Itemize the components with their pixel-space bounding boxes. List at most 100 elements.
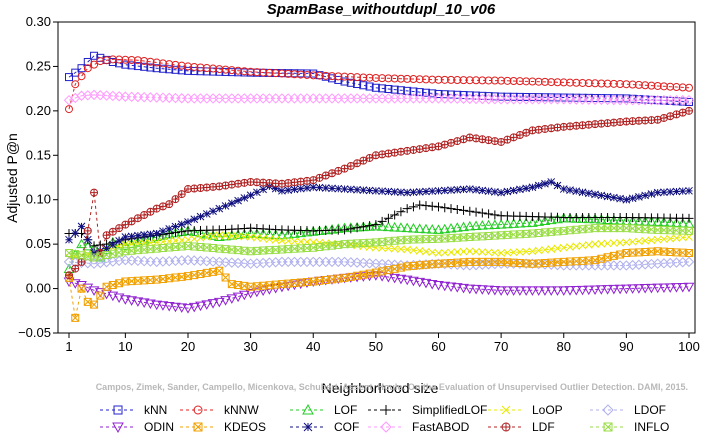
data-point: [584, 241, 593, 249]
data-point: [284, 69, 293, 78]
data-point: [647, 81, 656, 90]
data-point: [309, 71, 318, 80]
data-point: [384, 74, 393, 83]
series-line: [68, 259, 690, 267]
data-point: [422, 247, 430, 256]
data-point: [566, 78, 575, 87]
data-point: [409, 87, 418, 96]
data-point: [577, 285, 588, 296]
data-point: [514, 286, 526, 296]
data-point: [422, 187, 430, 196]
data-point: [334, 75, 343, 84]
data-point: [146, 63, 155, 72]
data-point: [459, 91, 468, 100]
y-tick-label: 0.15: [26, 147, 51, 162]
data-point: [108, 240, 117, 249]
data-point: [451, 283, 463, 293]
data-point: [202, 64, 211, 73]
legend-label: LDF: [532, 420, 555, 434]
data-point: [534, 181, 543, 190]
data-point: [628, 237, 637, 246]
data-point: [140, 56, 149, 65]
data-point: [408, 202, 418, 212]
data-point: [428, 89, 437, 98]
data-point: [133, 62, 142, 71]
data-point: [472, 76, 481, 85]
data-point: [71, 68, 80, 77]
data-point: [183, 62, 192, 71]
data-point: [390, 244, 399, 253]
data-point: [188, 226, 200, 237]
data-point: [195, 301, 206, 312]
data-point: [152, 64, 161, 73]
legend-item: LoOP: [488, 403, 563, 417]
data-point: [127, 239, 136, 248]
data-point: [516, 185, 524, 194]
data-point: [503, 92, 512, 101]
data-point: [334, 72, 343, 81]
data-point: [459, 76, 468, 85]
data-point: [240, 232, 249, 241]
data-point: [115, 237, 123, 245]
data-point: [183, 66, 192, 75]
data-point: [102, 231, 111, 240]
plot-area: [63, 51, 695, 322]
data-point: [652, 283, 664, 294]
data-point: [490, 76, 499, 85]
data-point: [77, 222, 86, 231]
data-point: [639, 216, 651, 226]
data-point: [671, 283, 682, 293]
data-point: [685, 106, 694, 115]
data-point: [502, 286, 513, 296]
data-point: [428, 187, 437, 196]
data-point: [127, 232, 136, 241]
data-point: [552, 286, 563, 296]
data-point: [584, 189, 593, 198]
data-point: [152, 58, 161, 67]
data-point: [603, 192, 612, 201]
data-point: [685, 249, 693, 258]
data-point: [71, 264, 80, 273]
data-point: [572, 242, 581, 251]
legend-label: LoOP: [532, 403, 563, 417]
data-point: [515, 77, 524, 86]
data-point: [660, 188, 668, 197]
data-point: [627, 284, 638, 294]
data-point: [296, 237, 305, 246]
data-point: [602, 285, 613, 295]
data-point: [303, 184, 311, 192]
data-point: [420, 278, 432, 289]
data-point: [428, 75, 437, 84]
legend-marker: [302, 403, 314, 415]
data-point: [113, 293, 125, 303]
data-point: [296, 184, 305, 193]
legend-label: KDEOS: [224, 420, 266, 434]
legend-marker: [380, 421, 392, 433]
y-tick-label: 0.10: [26, 192, 51, 207]
data-point: [340, 72, 349, 81]
data-point: [484, 248, 493, 257]
data-point: [127, 61, 136, 70]
data-point: [503, 76, 512, 85]
data-point: [646, 216, 657, 226]
data-point: [207, 299, 219, 309]
data-point: [458, 221, 469, 232]
data-point: [220, 296, 231, 306]
x-tick-label: 70: [494, 339, 508, 354]
data-point: [365, 186, 374, 195]
data-point: [371, 73, 380, 82]
data-point: [440, 186, 449, 195]
data-point: [489, 285, 501, 296]
data-point: [90, 249, 98, 257]
data-point: [541, 245, 549, 254]
data-point: [371, 83, 380, 92]
data-point: [177, 61, 186, 70]
data-point: [209, 232, 217, 240]
y-tick-label: 0.30: [26, 14, 51, 29]
data-point: [401, 222, 413, 233]
data-point: [446, 204, 456, 214]
data-point: [395, 222, 407, 232]
data-point: [639, 284, 651, 294]
data-point: [541, 179, 549, 188]
data-point: [259, 68, 268, 77]
